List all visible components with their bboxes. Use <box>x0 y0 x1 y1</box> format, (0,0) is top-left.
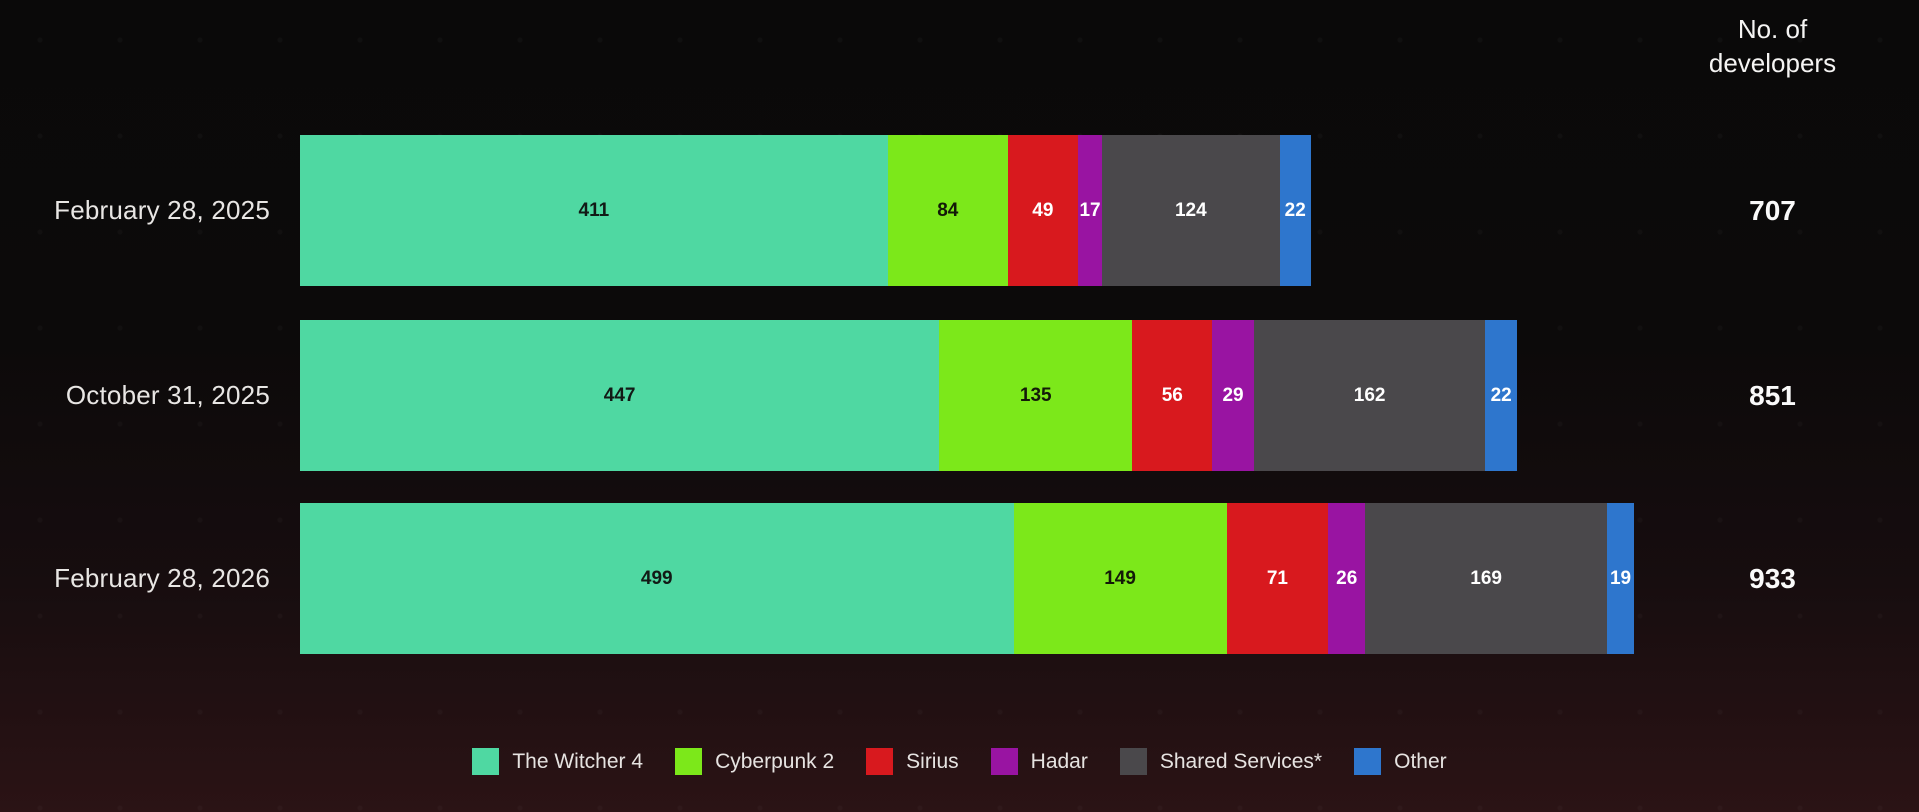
bar-segment-shared: 162 <box>1253 320 1486 471</box>
bar-segment-other: 19 <box>1606 503 1635 654</box>
bar-segment-sirius: 71 <box>1226 503 1329 654</box>
legend-label: The Witcher 4 <box>512 749 644 773</box>
legend-label: Sirius <box>906 749 959 773</box>
bar-segment-witcher: 499 <box>300 503 1014 654</box>
bar-segment-sirius: 56 <box>1132 320 1213 471</box>
legend-label: Hadar <box>1030 749 1088 773</box>
legend-swatch-other <box>1354 748 1382 775</box>
bar-segment-witcher: 447 <box>300 320 940 471</box>
legend-item-cyberpunk: Cyberpunk 2 <box>675 748 834 775</box>
bar-row: February 28, 2025 411 84 49 17 124 22 70… <box>0 135 1919 286</box>
bar-segment-other: 22 <box>1485 320 1517 471</box>
row-total: 933 <box>1749 562 1796 594</box>
bar-segment-witcher: 411 <box>300 135 888 286</box>
legend-label: Shared Services* <box>1159 749 1323 773</box>
bar-segment-hadar: 17 <box>1077 135 1103 286</box>
row-label-date: February 28, 2026 <box>54 563 270 593</box>
legend-item-witcher: The Witcher 4 <box>472 748 643 775</box>
stacked-bar: 411 84 49 17 124 22 <box>300 135 1311 286</box>
stacked-bar: 447 135 56 29 162 22 <box>300 320 1517 471</box>
bar-segment-cyberpunk: 149 <box>1013 503 1227 654</box>
bar-segment-hadar: 29 <box>1212 320 1254 471</box>
legend-item-shared-services: Shared Services* <box>1119 748 1323 775</box>
legend-item-hadar: Hadar <box>990 748 1088 775</box>
legend-label: Other <box>1394 749 1447 773</box>
legend-item-other: Other <box>1354 748 1447 775</box>
legend-swatch-sirius <box>866 748 894 775</box>
stacked-bar: 499 149 71 26 169 19 <box>300 503 1635 654</box>
bar-segment-cyberpunk: 84 <box>887 135 1008 286</box>
bar-segment-other: 22 <box>1279 135 1311 286</box>
row-total: 707 <box>1749 194 1796 226</box>
bar-segment-hadar: 26 <box>1328 503 1366 654</box>
bar-segment-sirius: 49 <box>1007 135 1078 286</box>
legend-label: Cyberpunk 2 <box>715 749 835 773</box>
unit-header: No. of developers <box>1708 14 1837 79</box>
bar-row: October 31, 2025 447 135 56 29 162 22 85… <box>0 320 1919 471</box>
row-label-date: February 28, 2025 <box>54 195 270 225</box>
bar-segment-shared: 124 <box>1102 135 1280 286</box>
legend-swatch-shared-services <box>1119 748 1147 775</box>
bar-segment-cyberpunk: 135 <box>939 320 1133 471</box>
row-label-date: October 31, 2025 <box>65 380 270 410</box>
legend-swatch-witcher <box>472 748 500 775</box>
bar-row: February 28, 2026 499 149 71 26 169 19 9… <box>0 503 1919 654</box>
bar-segment-shared: 169 <box>1365 503 1607 654</box>
legend-swatch-hadar <box>990 748 1018 775</box>
legend-swatch-cyberpunk <box>675 748 703 775</box>
row-total: 851 <box>1749 379 1796 411</box>
legend: The Witcher 4 Cyberpunk 2 Sirius Hadar S… <box>0 748 1919 775</box>
legend-item-sirius: Sirius <box>866 748 959 775</box>
